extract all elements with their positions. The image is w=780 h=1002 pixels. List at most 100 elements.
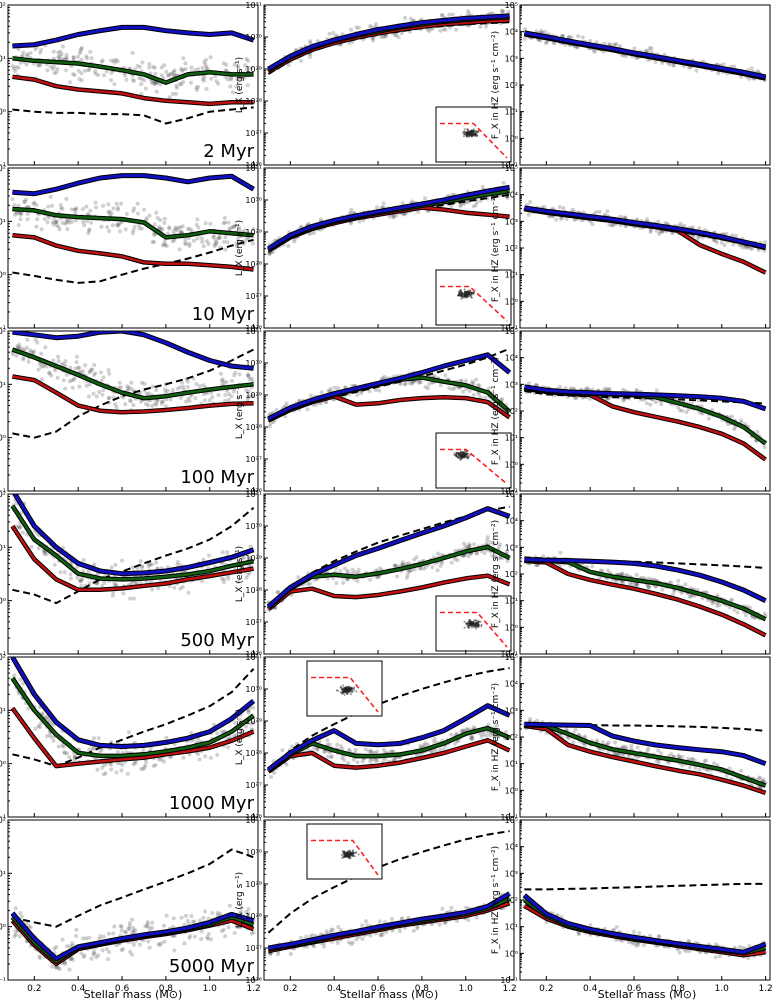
scatter-point [107, 395, 112, 400]
scatter-point [25, 337, 30, 342]
scatter-point [384, 33, 389, 38]
scatter-point [19, 346, 24, 351]
scatter-point [231, 225, 236, 229]
scatter-point [152, 65, 157, 70]
scatter-point [585, 386, 590, 390]
scatter-point [137, 226, 142, 231]
scatter-point [221, 580, 226, 585]
inset-point [472, 291, 475, 294]
scatter-point [125, 771, 130, 776]
axes-frame [263, 493, 515, 655]
scatter-point [172, 72, 176, 77]
scatter-point [505, 558, 510, 563]
scatter-point [115, 750, 120, 754]
scatter-point [235, 244, 239, 249]
inset-dashed-line [440, 448, 508, 485]
scatter-point [147, 213, 152, 218]
scatter-point [625, 573, 630, 578]
scatter-point [744, 245, 749, 250]
scatter-point [12, 203, 17, 208]
scatter-point [53, 368, 57, 373]
scatter-point [180, 224, 185, 229]
scatter-point [237, 225, 242, 230]
scatter-point [141, 767, 146, 771]
scatter-point [86, 394, 91, 399]
scatter-point [171, 69, 176, 74]
y-tick-label: 10²⁶ [245, 650, 262, 659]
scatter-point [407, 381, 412, 385]
scatter-point [204, 67, 209, 72]
scatter-point [717, 603, 722, 608]
scatter-point [114, 405, 119, 410]
scatter-point [184, 399, 188, 404]
scatter-point [602, 387, 607, 392]
scatter-point [634, 387, 639, 392]
plot-area [267, 347, 512, 429]
scatter-point [677, 408, 682, 413]
scatter-point [174, 91, 179, 96]
plot-area [10, 494, 255, 605]
scatter-point [234, 241, 239, 246]
scatter-point [109, 767, 114, 772]
scatter-point [62, 570, 67, 575]
scatter-point [396, 35, 401, 40]
y-tick-label: 10¹ [0, 380, 6, 389]
scatter-point [114, 201, 119, 206]
scatter-point [409, 568, 414, 573]
scatter-point [71, 55, 76, 60]
scatter-point [377, 388, 382, 393]
scatter-point [125, 384, 130, 389]
scatter-point [70, 385, 75, 390]
scatter-point [154, 560, 159, 565]
scatter-point [92, 363, 97, 367]
inset-point [463, 288, 466, 291]
y-tick-label: 10³ [505, 543, 518, 552]
scatter-point [77, 51, 82, 56]
scatter-point [400, 560, 405, 565]
scatter-point [242, 555, 247, 560]
scatter-point [175, 228, 180, 233]
y-tick-label: 10⁻¹ [0, 813, 6, 822]
scatter-point [479, 734, 484, 739]
scatter-point [135, 201, 140, 206]
y-axis-label: L_X (erg s⁻¹) [235, 546, 245, 602]
scatter-point [458, 202, 463, 207]
inset-point [471, 626, 473, 629]
scatter-point [590, 564, 595, 569]
medium-rotator-line [11, 348, 254, 400]
scatter-point [660, 587, 665, 592]
scatter-point [80, 207, 85, 212]
inset-point [467, 624, 470, 627]
scatter-point [251, 720, 256, 725]
scatter-point [24, 345, 29, 350]
scatter-point [82, 68, 87, 73]
scatter-point [160, 401, 164, 406]
scatter-point [119, 768, 124, 773]
inset-point [477, 624, 479, 627]
y-tick-label: 10²⁸ [245, 586, 262, 595]
scatter-point [200, 77, 205, 81]
y-tick-label: 10² [0, 490, 6, 499]
scatter-point [405, 572, 410, 577]
inset-point [471, 130, 474, 133]
inset-point [461, 296, 464, 299]
inset-point [459, 293, 462, 296]
scatter-point [16, 345, 21, 350]
scatter-point [86, 231, 91, 236]
y-tick-label: 10³¹ [245, 490, 262, 499]
inset-point [468, 135, 471, 137]
scatter-point [558, 384, 562, 389]
y-tick-label: 10⁻¹ [0, 487, 6, 496]
scatter-point [64, 218, 69, 223]
inset-point [466, 294, 469, 297]
scatter-point [132, 206, 137, 211]
scatter-point [164, 735, 169, 740]
scatter-point [597, 576, 602, 581]
scatter-point [236, 66, 241, 71]
scatter-point [185, 379, 190, 384]
scatter-point [151, 764, 156, 768]
scatter-point [94, 394, 99, 399]
slow-rotator-line [267, 739, 511, 773]
y-tick-label: 10⁰ [505, 297, 518, 306]
scatter-point [209, 76, 214, 81]
